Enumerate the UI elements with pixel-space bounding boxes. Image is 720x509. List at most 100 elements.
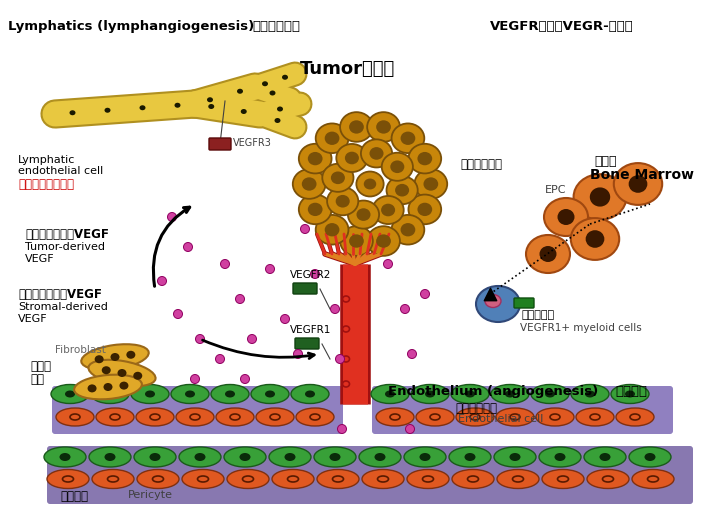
Ellipse shape bbox=[505, 391, 515, 398]
Ellipse shape bbox=[133, 372, 143, 380]
Ellipse shape bbox=[408, 145, 441, 174]
Ellipse shape bbox=[207, 98, 213, 103]
Ellipse shape bbox=[134, 447, 176, 467]
Ellipse shape bbox=[269, 447, 311, 467]
Ellipse shape bbox=[359, 447, 401, 467]
Ellipse shape bbox=[104, 383, 112, 391]
Ellipse shape bbox=[65, 391, 75, 398]
Ellipse shape bbox=[89, 360, 156, 386]
Ellipse shape bbox=[400, 132, 415, 146]
Ellipse shape bbox=[315, 124, 348, 154]
Ellipse shape bbox=[416, 408, 454, 426]
Ellipse shape bbox=[60, 453, 71, 461]
Text: EPC: EPC bbox=[545, 185, 567, 194]
Text: VEGFR3: VEGFR3 bbox=[233, 138, 272, 148]
Ellipse shape bbox=[96, 408, 134, 426]
Ellipse shape bbox=[235, 295, 245, 304]
Text: 細胞: 細胞 bbox=[30, 372, 44, 385]
Ellipse shape bbox=[349, 121, 364, 134]
Ellipse shape bbox=[349, 235, 364, 248]
Ellipse shape bbox=[314, 447, 356, 467]
Ellipse shape bbox=[465, 391, 475, 398]
Ellipse shape bbox=[616, 408, 654, 426]
Ellipse shape bbox=[291, 385, 329, 404]
Ellipse shape bbox=[299, 145, 332, 174]
Ellipse shape bbox=[356, 209, 371, 221]
Ellipse shape bbox=[208, 105, 215, 110]
Ellipse shape bbox=[145, 391, 155, 398]
Ellipse shape bbox=[539, 447, 581, 467]
Ellipse shape bbox=[554, 453, 565, 461]
Ellipse shape bbox=[104, 108, 110, 114]
Ellipse shape bbox=[387, 177, 418, 205]
Text: リンパ管内皮細胞: リンパ管内皮細胞 bbox=[18, 178, 74, 191]
Ellipse shape bbox=[392, 124, 424, 154]
Ellipse shape bbox=[400, 305, 410, 314]
Ellipse shape bbox=[557, 210, 575, 225]
Ellipse shape bbox=[240, 110, 247, 115]
Ellipse shape bbox=[182, 470, 224, 489]
Ellipse shape bbox=[400, 223, 415, 237]
Ellipse shape bbox=[308, 153, 323, 166]
Ellipse shape bbox=[376, 235, 391, 248]
Text: Fibroblast: Fibroblast bbox=[55, 344, 106, 354]
Ellipse shape bbox=[330, 305, 340, 314]
Ellipse shape bbox=[585, 391, 595, 398]
Ellipse shape bbox=[240, 375, 250, 384]
Ellipse shape bbox=[216, 408, 254, 426]
FancyBboxPatch shape bbox=[295, 338, 319, 349]
Ellipse shape bbox=[420, 290, 430, 299]
Text: Endothelium (angiogenesis): Endothelium (angiogenesis) bbox=[388, 384, 598, 397]
Ellipse shape bbox=[374, 453, 385, 461]
Ellipse shape bbox=[300, 225, 310, 234]
Ellipse shape bbox=[372, 196, 404, 224]
Ellipse shape bbox=[395, 185, 409, 197]
Ellipse shape bbox=[330, 453, 341, 461]
Ellipse shape bbox=[171, 385, 209, 404]
Ellipse shape bbox=[237, 90, 243, 95]
Ellipse shape bbox=[277, 107, 283, 112]
Ellipse shape bbox=[407, 470, 449, 489]
Ellipse shape bbox=[571, 385, 609, 404]
Ellipse shape bbox=[408, 350, 416, 359]
Text: VEGFR2: VEGFR2 bbox=[290, 269, 331, 279]
Ellipse shape bbox=[256, 408, 294, 426]
Ellipse shape bbox=[345, 152, 359, 165]
Ellipse shape bbox=[449, 447, 491, 467]
Ellipse shape bbox=[179, 447, 221, 467]
Text: 血管新生: 血管新生 bbox=[615, 384, 647, 397]
Ellipse shape bbox=[476, 287, 520, 322]
Ellipse shape bbox=[585, 231, 604, 248]
Ellipse shape bbox=[611, 385, 649, 404]
Ellipse shape bbox=[293, 170, 325, 200]
Ellipse shape bbox=[367, 227, 400, 257]
Ellipse shape bbox=[361, 140, 392, 168]
Ellipse shape bbox=[266, 265, 274, 274]
Ellipse shape bbox=[331, 172, 345, 185]
Ellipse shape bbox=[174, 103, 181, 108]
Text: VEGFR　＝　VEGR-受容体: VEGFR ＝ VEGR-受容体 bbox=[490, 20, 634, 33]
Ellipse shape bbox=[327, 188, 359, 216]
Ellipse shape bbox=[302, 178, 317, 191]
Ellipse shape bbox=[265, 391, 275, 398]
Ellipse shape bbox=[102, 366, 111, 375]
Ellipse shape bbox=[384, 260, 392, 269]
Ellipse shape bbox=[390, 161, 405, 174]
Ellipse shape bbox=[89, 447, 131, 467]
Ellipse shape bbox=[215, 355, 225, 364]
Ellipse shape bbox=[510, 453, 521, 461]
Ellipse shape bbox=[47, 470, 89, 489]
Ellipse shape bbox=[240, 453, 251, 461]
Ellipse shape bbox=[294, 350, 302, 359]
FancyBboxPatch shape bbox=[372, 386, 673, 434]
Ellipse shape bbox=[336, 145, 367, 173]
Ellipse shape bbox=[405, 425, 415, 434]
Text: VEGFR1+ myeloid cells: VEGFR1+ myeloid cells bbox=[520, 322, 642, 332]
Ellipse shape bbox=[56, 408, 94, 426]
Ellipse shape bbox=[282, 76, 288, 80]
Ellipse shape bbox=[315, 215, 348, 245]
Ellipse shape bbox=[600, 453, 611, 461]
Ellipse shape bbox=[308, 203, 323, 217]
Ellipse shape bbox=[613, 164, 662, 206]
Ellipse shape bbox=[126, 351, 135, 359]
